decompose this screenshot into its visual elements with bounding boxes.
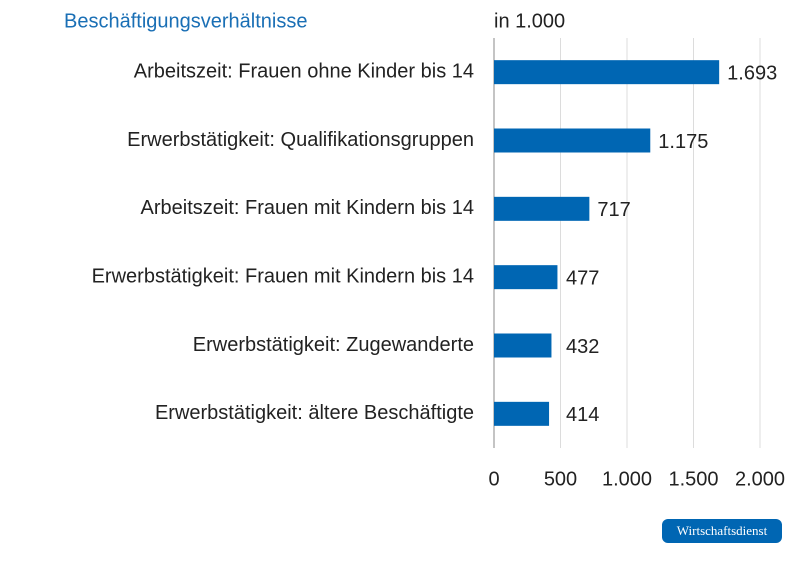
bar: [494, 333, 552, 358]
y-tick-label: Arbeitszeit: Frauen ohne Kinder bis 14: [134, 60, 474, 82]
bar: [494, 265, 558, 290]
value-label: 1.175: [658, 131, 708, 153]
bar: [494, 60, 720, 85]
value-label: 1.693: [727, 62, 777, 84]
badge-background: [662, 519, 782, 543]
source-badge: Wirtschaftsdienst: [662, 519, 782, 543]
source-text: Wirtschaftsdienst: [677, 523, 768, 538]
y-tick-label: Erwerbstätigkeit: Frauen mit Kindern bis…: [92, 265, 474, 287]
value-label: 477: [566, 267, 599, 289]
y-tick-label: Arbeitszeit: Frauen mit Kindern bis 14: [141, 197, 475, 219]
x-tick-label: 1.000: [602, 468, 652, 490]
value-label: 414: [566, 404, 599, 426]
x-tick-label: 500: [544, 468, 577, 490]
x-tick-label: 2.000: [735, 468, 785, 490]
value-label: 432: [566, 336, 599, 358]
y-tick-label: Erwerbstätigkeit: Zugewanderte: [193, 334, 474, 356]
value-label: 717: [597, 199, 630, 221]
y-tick-label: Erwerbstätigkeit: ältere Beschäftigte: [155, 402, 474, 424]
y-tick-label: Erwerbstätigkeit: Qualifikationsgruppen: [127, 129, 474, 151]
unit-label: in 1.000: [494, 10, 565, 32]
bar: [494, 196, 590, 221]
x-tick-label: 1.500: [668, 468, 718, 490]
bar: [494, 128, 651, 153]
x-tick-label: 0: [488, 468, 499, 490]
chart-title: Beschäftigungsverhältnisse: [64, 10, 307, 32]
bar: [494, 401, 550, 426]
